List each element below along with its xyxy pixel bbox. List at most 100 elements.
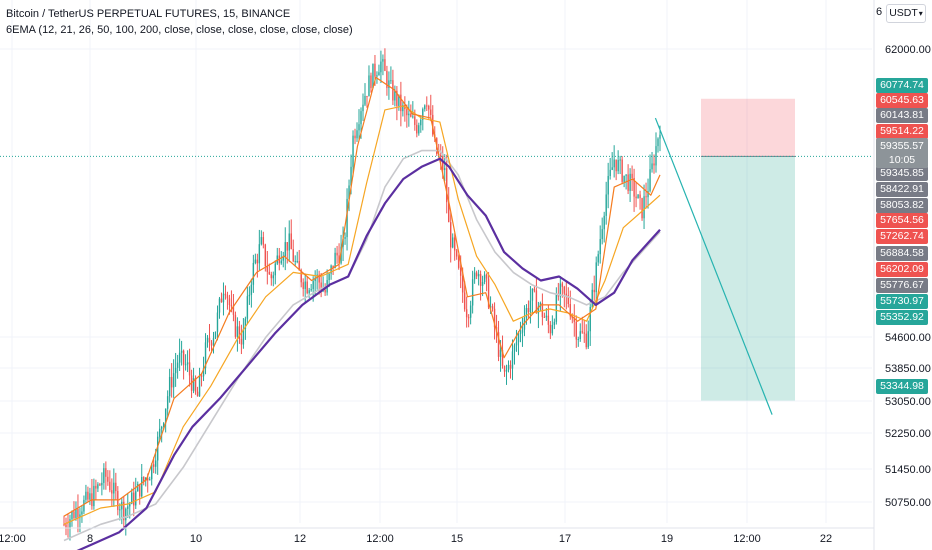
candle-body [487, 278, 490, 308]
candle-body [218, 298, 221, 313]
candle-body [113, 482, 115, 494]
candle-body [328, 273, 330, 281]
candle-body [366, 96, 368, 98]
candle-body [424, 105, 426, 110]
candle-body [73, 511, 75, 519]
candle-body [535, 290, 538, 314]
candle-body [135, 491, 137, 506]
candle-body [79, 514, 81, 518]
candle-body [252, 262, 255, 285]
candle-body [288, 233, 290, 251]
price-tag: 55352.92 [876, 310, 928, 325]
candle-body [543, 316, 546, 318]
candle-body [133, 492, 135, 506]
candle-body [176, 362, 179, 368]
candle-body [139, 484, 141, 497]
candle-body [485, 274, 488, 279]
candle-body [565, 293, 568, 296]
candle-body [192, 378, 195, 391]
indicator-legend[interactable]: 6EMA (12, 21, 26, 50, 100, 200, close, c… [6, 24, 353, 36]
candle-body [503, 365, 506, 372]
candle-body [324, 289, 326, 293]
candle-body [222, 293, 225, 303]
candle-body [489, 306, 492, 308]
candle-body [314, 278, 316, 281]
candle-body [607, 175, 609, 195]
candle-body [162, 423, 165, 428]
ema-lines [63, 76, 661, 550]
candle-body [364, 96, 366, 105]
candle-body [585, 333, 587, 348]
price-tag: 59514.22 [876, 124, 928, 139]
candle-body [154, 460, 157, 467]
candle-body [202, 368, 205, 377]
candle-body [555, 294, 558, 322]
price-tag: 60774.74 [876, 78, 928, 93]
candle-body [455, 250, 458, 257]
candle-body [256, 259, 259, 264]
candle-body [450, 222, 452, 248]
candle-body [376, 75, 378, 77]
candle-body [174, 367, 177, 374]
candle-body [230, 304, 233, 307]
candle-body [545, 315, 548, 318]
price-tag: 59345.85 [876, 166, 928, 181]
x-tick-label: 12 [294, 533, 306, 545]
candle-body [170, 376, 173, 388]
candle-body [493, 308, 496, 328]
candle-body [418, 125, 420, 134]
candle-body [517, 333, 520, 343]
candle-body [186, 362, 189, 365]
candle-body [483, 274, 486, 282]
candle-body [629, 173, 631, 191]
candle-body [242, 328, 245, 345]
candle-body [631, 173, 633, 178]
candle-body [370, 75, 372, 89]
candle-body [141, 477, 143, 497]
candle-body [196, 391, 199, 397]
candle-body [649, 169, 651, 192]
candle-body [272, 275, 274, 279]
candles [63, 48, 661, 541]
candle-body [147, 478, 149, 481]
candle-body [591, 289, 593, 307]
candle-body [408, 113, 410, 116]
candle-body [318, 274, 320, 283]
candle-body [473, 272, 476, 280]
candle-body [467, 317, 470, 319]
candle-body [99, 484, 101, 486]
candle-body [143, 477, 145, 482]
candle-body [125, 508, 127, 521]
candle-body [238, 326, 241, 339]
candle-body [266, 266, 269, 272]
candle-body [463, 292, 466, 310]
symbol-title[interactable]: Bitcoin / TetherUS PERPETUAL FUTURES, 15… [6, 8, 291, 20]
candle-body [85, 491, 87, 500]
candle-body [651, 163, 653, 170]
candle-body [264, 244, 267, 267]
candle-body [71, 511, 73, 520]
x-tick-label: 15 [451, 533, 463, 545]
candle-body [481, 281, 484, 286]
candle-body [422, 109, 424, 120]
candle-body [286, 242, 288, 251]
candle-body [172, 373, 175, 388]
candle-body [95, 485, 97, 489]
candle-body [426, 105, 428, 107]
candle-body [158, 428, 161, 437]
candle-body [513, 345, 516, 352]
price-tag: 57654.56 [876, 213, 928, 228]
candle-body [268, 271, 271, 275]
candle-body [220, 298, 223, 303]
candle-body [559, 283, 562, 297]
candle-body [296, 260, 298, 262]
candle-body [533, 288, 536, 291]
candle-body [81, 511, 83, 515]
currency-button[interactable]: USDT▾ [886, 4, 926, 23]
candle-body [334, 252, 336, 269]
candle-body [151, 464, 153, 480]
candle-body [382, 59, 384, 62]
candle-body [350, 166, 352, 186]
candle-body [525, 307, 528, 318]
